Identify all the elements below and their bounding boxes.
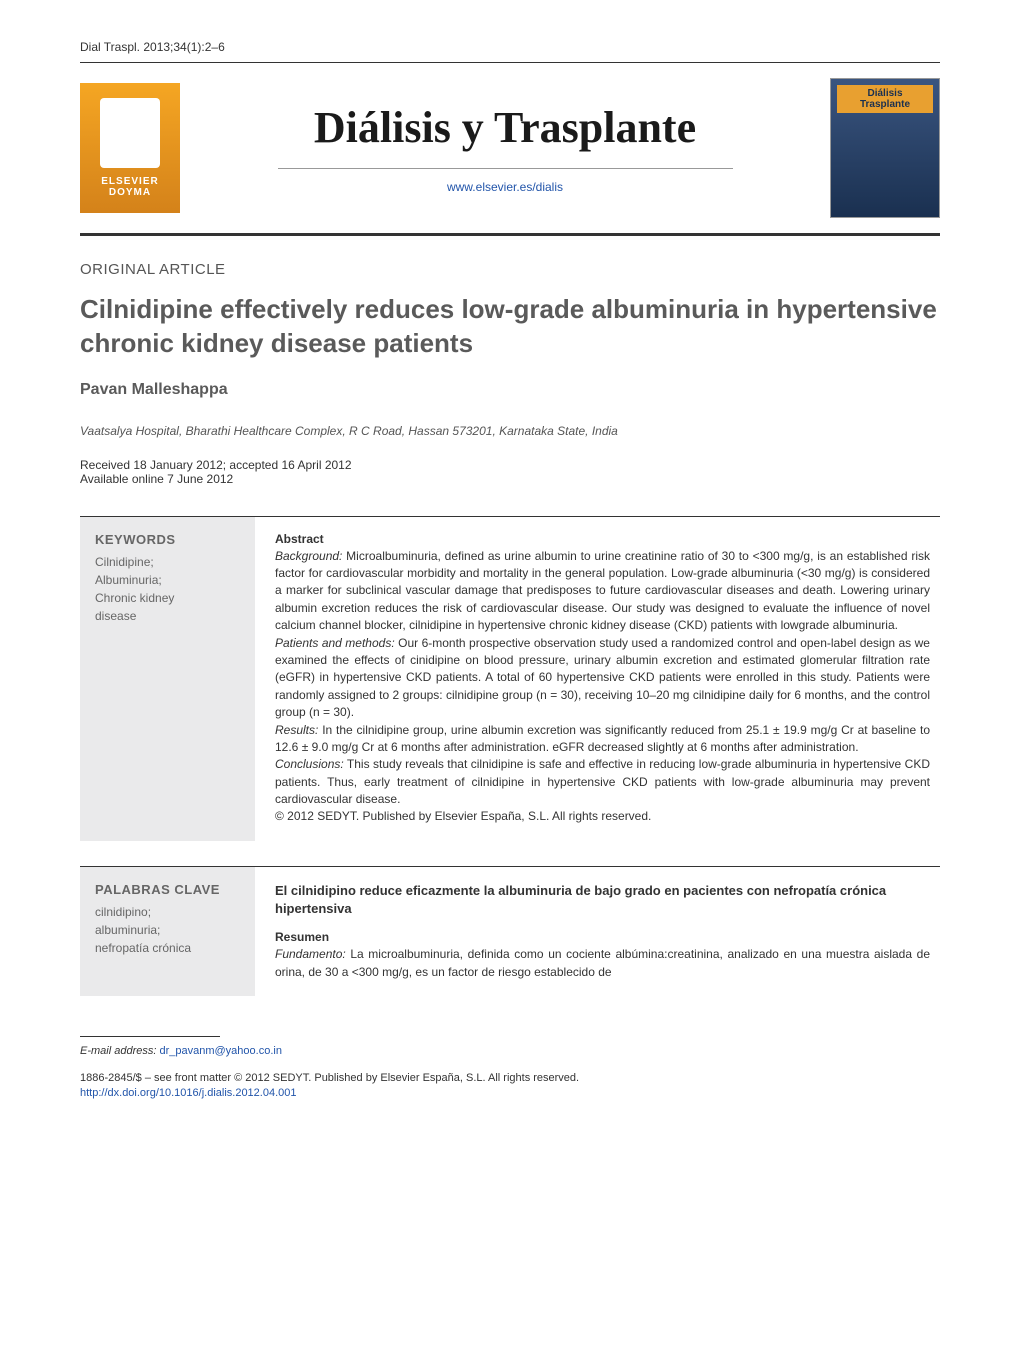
results-label: Results:: [275, 723, 318, 737]
footer-rule: [80, 1036, 220, 1037]
publisher-name-1: ELSEVIER: [101, 176, 158, 187]
masthead-rule: [80, 233, 940, 236]
fundamento-text: La microalbuminuria, definida como un co…: [275, 947, 930, 978]
abstract-heading-en: Abstract: [275, 532, 930, 546]
background-text: Microalbuminuria, defined as urine album…: [275, 549, 930, 633]
journal-cover-thumbnail: Diálisis Trasplante: [830, 78, 940, 218]
conclusions-label: Conclusions:: [275, 757, 344, 771]
results-text: In the cilnidipine group, urine albumin …: [275, 723, 930, 754]
email-line: E-mail address: dr_pavanm@yahoo.co.in: [80, 1045, 940, 1057]
email-label: E-mail address:: [80, 1045, 156, 1057]
author-name: Pavan Malleshappa: [80, 381, 940, 399]
conclusions-text: This study reveals that cilnidipine is s…: [275, 757, 930, 806]
affiliation: Vaatsalya Hospital, Bharathi Healthcare …: [80, 424, 940, 438]
email-link[interactable]: dr_pavanm@yahoo.co.in: [159, 1045, 281, 1057]
background-label: Background:: [275, 549, 342, 563]
abstract-copyright-en: © 2012 SEDYT. Published by Elsevier Espa…: [275, 809, 651, 823]
abstract-column-es: El cilnidipino reduce eficazmente la alb…: [275, 867, 940, 996]
keywords-heading-es: PALABRAS CLAVE: [95, 882, 240, 897]
publisher-logo: ELSEVIER DOYMA: [80, 83, 180, 213]
article-dates: Received 18 January 2012; accepted 16 Ap…: [80, 458, 940, 486]
journal-title-box: Diálisis y Trasplante www.elsevier.es/di…: [180, 102, 830, 194]
abstract-column-en: Abstract Background: Microalbuminuria, d…: [275, 517, 940, 841]
keywords-heading-en: KEYWORDS: [95, 532, 240, 547]
keywords-list-en: Cilnidipine; Albuminuria; Chronic kidney…: [95, 553, 240, 625]
abstract-english-section: KEYWORDS Cilnidipine; Albuminuria; Chron…: [80, 516, 940, 841]
citation: Dial Traspl. 2013;34(1):2–6: [80, 40, 940, 54]
journal-title-rule: [278, 168, 733, 169]
publisher-name-2: DOYMA: [109, 187, 151, 198]
abstract-heading-es: Resumen: [275, 930, 930, 944]
methods-label: Patients and methods:: [275, 636, 395, 650]
issn-copyright: 1886-2845/$ – see front matter © 2012 SE…: [80, 1072, 940, 1084]
masthead: ELSEVIER DOYMA Diálisis y Trasplante www…: [80, 78, 940, 218]
abstract-spanish-section: PALABRAS CLAVE cilnidipino; albuminuria;…: [80, 866, 940, 996]
cover-label: Diálisis Trasplante: [837, 85, 933, 113]
article-title: Cilnidipine effectively reduces low-grad…: [80, 293, 940, 361]
spanish-title: El cilnidipino reduce eficazmente la alb…: [275, 882, 930, 918]
article-type: ORIGINAL ARTICLE: [80, 261, 940, 278]
cover-line-1: Diálisis: [867, 88, 902, 99]
keywords-column-es: PALABRAS CLAVE cilnidipino; albuminuria;…: [80, 867, 255, 996]
doi-link[interactable]: http://dx.doi.org/10.1016/j.dialis.2012.…: [80, 1087, 297, 1099]
footer: E-mail address: dr_pavanm@yahoo.co.in 18…: [80, 1036, 940, 1099]
abstract-body-es: Fundamento: La microalbuminuria, definid…: [275, 946, 930, 981]
journal-url-link[interactable]: www.elsevier.es/dialis: [447, 180, 563, 194]
keywords-list-es: cilnidipino; albuminuria; nefropatía cró…: [95, 903, 240, 957]
abstract-body-en: Background: Microalbuminuria, defined as…: [275, 548, 930, 826]
journal-title: Diálisis y Trasplante: [180, 102, 830, 153]
fundamento-label: Fundamento:: [275, 947, 346, 961]
cover-line-2: Trasplante: [860, 99, 910, 110]
received-date: Received 18 January 2012; accepted 16 Ap…: [80, 458, 940, 472]
header-rule: [80, 62, 940, 63]
available-date: Available online 7 June 2012: [80, 472, 940, 486]
keywords-column-en: KEYWORDS Cilnidipine; Albuminuria; Chron…: [80, 517, 255, 841]
elsevier-tree-icon: [100, 98, 160, 168]
